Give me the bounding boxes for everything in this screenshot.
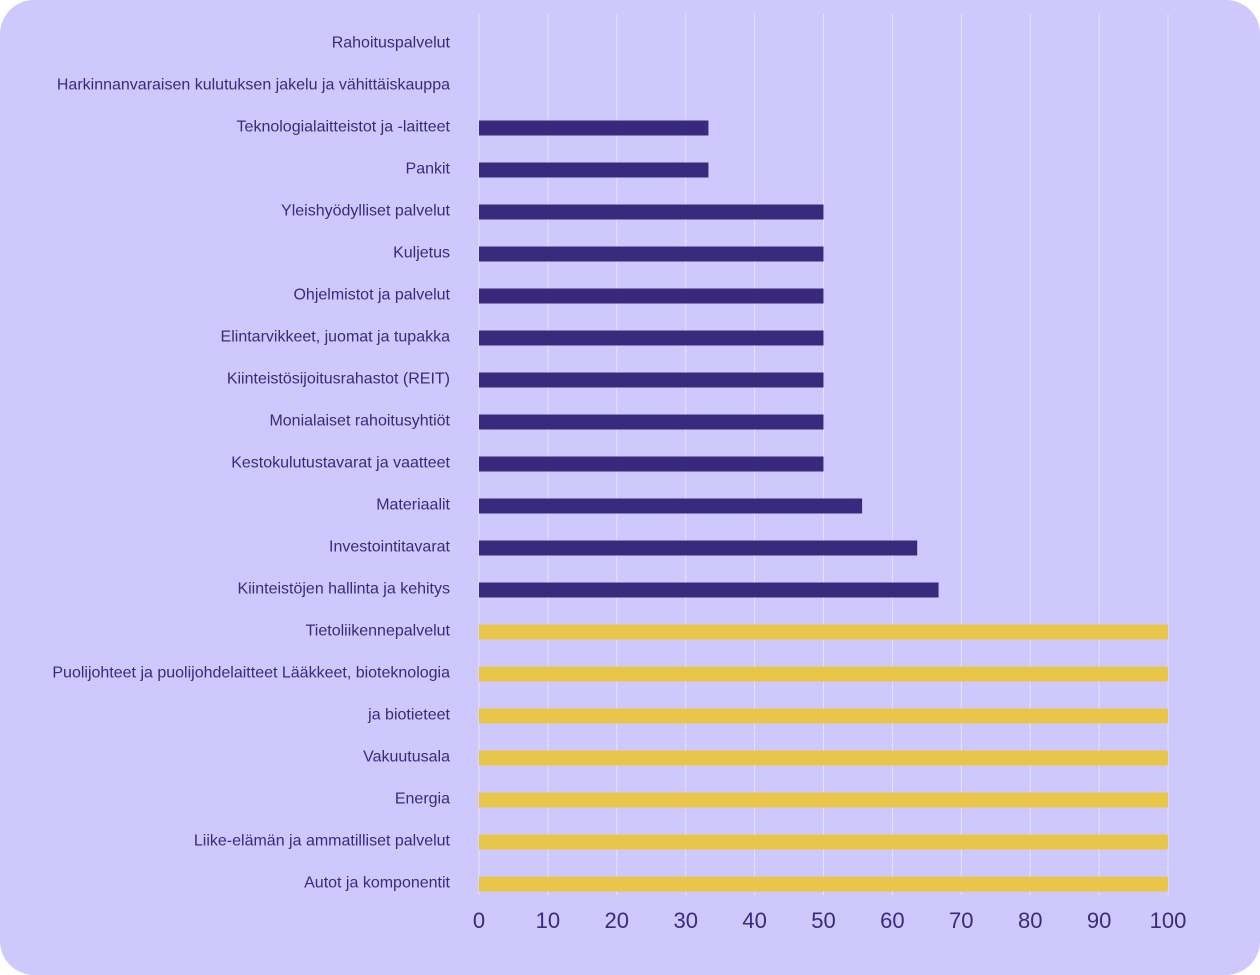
category-label: ja biotieteet xyxy=(367,707,450,724)
bar xyxy=(479,876,1168,892)
x-tick-label: 20 xyxy=(605,908,629,933)
category-label: Rahoituspalvelut xyxy=(332,35,451,52)
bar xyxy=(479,792,1168,808)
category-label: Monialaiset rahoitusyhtiöt xyxy=(269,413,450,430)
category-label: Kiinteistösijoitusrahastot (REIT) xyxy=(227,371,450,388)
x-tick-label: 0 xyxy=(473,908,485,933)
category-label: Materiaalit xyxy=(376,497,450,514)
x-tick-label: 40 xyxy=(742,908,766,933)
category-label: Harkinnanvaraisen kulutuksen jakelu ja v… xyxy=(57,77,450,94)
category-label: Vakuutusala xyxy=(363,749,450,766)
category-label: Pankit xyxy=(406,161,451,178)
x-tick-label: 50 xyxy=(811,908,835,933)
bar xyxy=(479,750,1168,766)
bar xyxy=(479,456,824,472)
x-tick-label: 10 xyxy=(536,908,560,933)
bar xyxy=(479,372,824,388)
category-label: Autot ja komponentit xyxy=(304,875,450,892)
category-label: Kuljetus xyxy=(393,245,450,262)
bar xyxy=(479,204,824,220)
category-label: Liike-elämän ja ammatilliset palvelut xyxy=(194,833,451,850)
bar xyxy=(479,708,1168,724)
bar xyxy=(479,120,709,136)
category-label: Elintarvikkeet, juomat ja tupakka xyxy=(221,329,451,346)
bar xyxy=(479,414,824,430)
x-tick-label: 100 xyxy=(1150,908,1187,933)
bar xyxy=(479,330,824,346)
category-label: Investointitavarat xyxy=(329,539,451,556)
x-tick-label: 60 xyxy=(880,908,904,933)
category-label: Kestokulutustavarat ja vaatteet xyxy=(231,455,450,472)
bar xyxy=(479,246,824,262)
category-label: Puolijohteet ja puolijohdelaitteet Lääkk… xyxy=(52,665,450,682)
x-tick-label: 70 xyxy=(949,908,973,933)
category-label: Tietoliikennepalvelut xyxy=(306,623,451,640)
bar xyxy=(479,834,1168,850)
bar xyxy=(479,666,1168,682)
x-tick-label: 30 xyxy=(673,908,697,933)
gridlines xyxy=(478,14,1169,895)
category-label: Yleishyödylliset palvelut xyxy=(281,203,451,220)
x-axis-ticks: 0 10 20 30 40 50 60 70 80 90 100 xyxy=(473,908,1186,933)
bar xyxy=(479,582,939,598)
x-tick-label: 80 xyxy=(1018,908,1042,933)
bar xyxy=(479,540,918,556)
category-labels: Rahoituspalvelut Harkinnanvaraisen kulutu… xyxy=(52,35,450,892)
bar xyxy=(479,288,824,304)
category-label: Teknologialaitteistot ja -laitteet xyxy=(237,119,451,136)
category-label: Energia xyxy=(395,791,450,808)
bar xyxy=(479,498,863,514)
category-label: Ohjelmistot ja palvelut xyxy=(293,287,450,304)
bar xyxy=(479,162,709,178)
x-tick-label: 90 xyxy=(1087,908,1111,933)
category-label: Kiinteistöjen hallinta ja kehitys xyxy=(237,581,450,598)
bars xyxy=(479,120,1168,892)
bar xyxy=(479,624,1168,640)
